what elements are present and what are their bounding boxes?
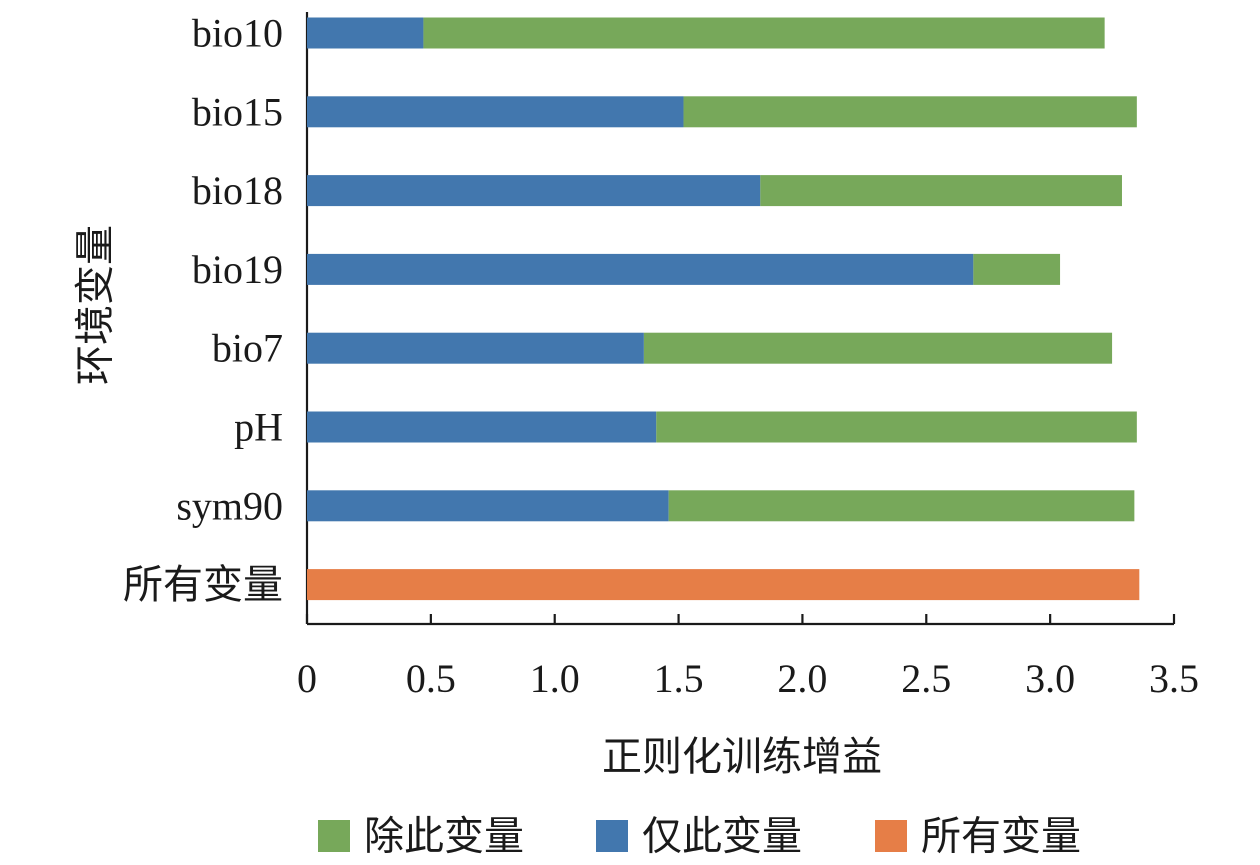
legend-swatch bbox=[596, 820, 628, 852]
bar-bio10-除此变量 bbox=[423, 17, 1105, 49]
bar-sym90-除此变量 bbox=[668, 490, 1135, 522]
bar-pH-除此变量 bbox=[656, 411, 1137, 443]
x-axis-title: 正则化训练增益 bbox=[602, 734, 882, 779]
category-label: bio7 bbox=[212, 326, 283, 371]
legend-item: 所有变量 bbox=[875, 814, 1081, 859]
x-tick-label: 1.0 bbox=[530, 656, 580, 701]
bar-bio19-除此变量 bbox=[973, 253, 1061, 285]
bar-bio18-仅此变量 bbox=[307, 175, 761, 207]
category-label: bio10 bbox=[192, 11, 283, 56]
y-axis-title: 环境变量 bbox=[73, 225, 118, 385]
bar-bio15-除此变量 bbox=[683, 96, 1137, 128]
x-tick-label: 3.5 bbox=[1149, 656, 1199, 701]
legend-swatch bbox=[318, 820, 350, 852]
x-tick-label: 0.5 bbox=[406, 656, 456, 701]
x-axis-ticks: 0 0.5 1.0 1.5 2.0 2.5 3.0 3.5 bbox=[297, 614, 1199, 701]
legend-label: 仅此变量 bbox=[642, 814, 802, 859]
category-label: bio15 bbox=[192, 89, 283, 134]
bar-bio7-除此变量 bbox=[643, 332, 1113, 364]
legend-label: 所有变量 bbox=[921, 814, 1081, 859]
x-tick-label: 0 bbox=[297, 656, 317, 701]
x-tick-label: 3.0 bbox=[1025, 656, 1075, 701]
category-label: bio19 bbox=[192, 247, 283, 292]
legend-item: 除此变量 bbox=[318, 814, 524, 859]
bar-bio15-仅此变量 bbox=[307, 96, 684, 128]
category-label: bio18 bbox=[192, 168, 283, 213]
bar-bio19-仅此变量 bbox=[307, 253, 974, 285]
category-label: pH bbox=[234, 405, 283, 450]
category-labels: bio10 bio15 bio18 bio19 bio7 pH sym90 所有变量 bbox=[123, 11, 283, 608]
bar-bio18-除此变量 bbox=[760, 175, 1122, 207]
bar-bio10-仅此变量 bbox=[307, 17, 424, 49]
category-label: sym90 bbox=[176, 483, 283, 528]
legend-label: 除此变量 bbox=[364, 814, 524, 859]
x-tick-label: 2.5 bbox=[901, 656, 951, 701]
x-tick-label: 2.0 bbox=[777, 656, 827, 701]
bar-bio7-仅此变量 bbox=[307, 332, 644, 364]
bar-所有变量-所有变量 bbox=[307, 569, 1140, 601]
category-label: 所有变量 bbox=[123, 562, 283, 607]
x-tick-label: 1.5 bbox=[654, 656, 704, 701]
bar-pH-仅此变量 bbox=[307, 411, 657, 443]
legend-swatch bbox=[875, 820, 907, 852]
legend-item: 仅此变量 bbox=[596, 814, 802, 859]
legend: 除此变量 仅此变量 所有变量 bbox=[318, 814, 1081, 859]
bar-sym90-仅此变量 bbox=[307, 490, 669, 522]
bars bbox=[307, 17, 1140, 601]
